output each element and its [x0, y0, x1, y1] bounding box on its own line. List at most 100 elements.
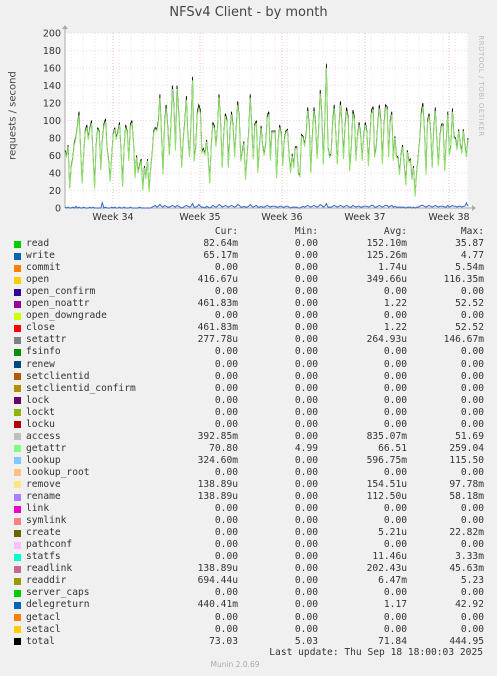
legend-cur: 324.60m — [197, 454, 238, 466]
legend-row: remove 138.89u 0.00 154.51u 97.78m — [12, 479, 492, 491]
legend-name: symlink — [26, 515, 67, 527]
legend-min: 0.00 — [294, 250, 318, 262]
legend-row: setattr 277.78u 0.00 264.93u 146.67m — [12, 334, 492, 346]
legend-min: 0.00 — [294, 334, 318, 346]
legend-row: locku 0.00 0.00 0.00 0.00 — [12, 419, 492, 431]
legend-name: setacl — [26, 623, 61, 635]
legend-swatch — [14, 626, 21, 634]
legend-row: lock 0.00 0.00 0.00 0.00 — [12, 395, 492, 407]
x-tick-label: Week 35 — [179, 212, 220, 222]
legend-row: lookup 324.60m 0.00 596.75m 115.50 — [12, 455, 492, 467]
legend-name: create — [26, 527, 61, 539]
legend-cur: 138.89u — [197, 478, 238, 490]
legend-min: 0.00 — [294, 358, 318, 370]
legend-name: setclientid — [26, 370, 90, 382]
legend-swatch — [14, 517, 21, 525]
legend-swatch — [14, 481, 21, 489]
legend-cur: 0.00 — [214, 539, 238, 551]
legend-name: delegreturn — [26, 599, 90, 611]
last-update: Last update: Thu Sep 18 18:00:03 2025 — [269, 647, 483, 658]
legend-avg: 152.10m — [366, 238, 407, 250]
legend-row: open 416.67u 0.00 349.66u 116.35m — [12, 274, 492, 286]
legend-swatch — [14, 288, 21, 296]
legend-swatch — [14, 589, 21, 597]
legend-cur: 138.89u — [197, 563, 238, 575]
legend-min: 0.00 — [294, 515, 318, 527]
legend-name: access — [26, 430, 61, 442]
legend-avg: 0.00 — [383, 394, 407, 406]
legend-name: open_noattr — [26, 298, 90, 310]
legend-avg: 0.00 — [383, 539, 407, 551]
legend-max: 0.00 — [460, 346, 484, 358]
legend-max: 259.04 — [449, 442, 484, 454]
legend-name: commit — [26, 262, 61, 274]
legend-name: link — [26, 503, 50, 515]
legend-min: 0.00 — [294, 274, 318, 286]
legend-cur: 0.00 — [214, 406, 238, 418]
legend-min: 0.00 — [294, 527, 318, 539]
legend-row: getacl 0.00 0.00 0.00 0.00 — [12, 612, 492, 624]
legend-row: fsinfo 0.00 0.00 0.00 0.00 — [12, 346, 492, 358]
legend-header-avg: Avg: — [383, 226, 407, 237]
legend-min: 0.00 — [294, 310, 318, 322]
legend-row: open_noattr 461.83m 0.00 1.22 52.52 — [12, 298, 492, 310]
legend-row: total 73.03 5.03 71.84 444.95 — [12, 636, 492, 648]
legend-row: setclientid 0.00 0.00 0.00 0.00 — [12, 371, 492, 383]
legend-max: 3.33m — [455, 551, 484, 563]
legend-avg: 349.66u — [366, 274, 407, 286]
legend-max: 97.78m — [449, 478, 484, 490]
legend-min: 0.00 — [294, 238, 318, 250]
legend-name: setclientid_confirm — [26, 382, 136, 394]
legend-name: locku — [26, 418, 55, 430]
legend-swatch — [14, 505, 21, 513]
legend-avg: 0.00 — [383, 286, 407, 298]
legend-avg: 1.74u — [378, 262, 407, 274]
legend-max: 0.00 — [460, 418, 484, 430]
legend-max: 5.23 — [460, 575, 484, 587]
legend-swatch — [14, 541, 21, 549]
legend-cur: 0.00 — [214, 587, 238, 599]
legend-name: open_downgrade — [26, 310, 107, 322]
legend-swatch — [14, 421, 21, 429]
legend-cur: 440.41m — [197, 599, 238, 611]
legend-name: pathconf — [26, 539, 73, 551]
legend-avg: 0.00 — [383, 358, 407, 370]
legend-header-min: Min: — [294, 226, 318, 237]
legend-avg: 154.51u — [366, 478, 407, 490]
legend-swatch — [14, 264, 21, 272]
legend-avg: 0.00 — [383, 611, 407, 623]
legend-cur: 0.00 — [214, 346, 238, 358]
legend-avg: 71.84 — [378, 635, 407, 647]
legend-row: read 82.64m 0.00 152.10m 35.87 — [12, 238, 492, 250]
legend-row: create 0.00 0.00 5.21u 22.82m — [12, 527, 492, 539]
legend-swatch — [14, 300, 21, 308]
legend-avg: 202.43u — [366, 563, 407, 575]
legend-swatch — [14, 577, 21, 585]
legend-name: lookup_root — [26, 466, 90, 478]
legend-max: 35.87 — [455, 238, 484, 250]
y-axis-arrow-icon — [62, 25, 68, 29]
legend-cur: 277.78u — [197, 334, 238, 346]
legend-min: 0.00 — [294, 551, 318, 563]
legend-row: readdir 694.44u 0.00 6.47m 5.23 — [12, 575, 492, 587]
legend-row: open_downgrade 0.00 0.00 0.00 0.00 — [12, 310, 492, 322]
legend-cur: 416.67u — [197, 274, 238, 286]
legend-max: 0.00 — [460, 406, 484, 418]
legend-max: 444.95 — [449, 635, 484, 647]
legend-rows: read 82.64m 0.00 152.10m 35.87 write 65.17m 0.0… — [12, 238, 492, 648]
legend-min: 0.00 — [294, 623, 318, 635]
legend-swatch — [14, 614, 21, 621]
chart-title: NFSv4 Client - by month — [169, 5, 328, 20]
legend-max: 52.52 — [455, 322, 484, 334]
legend-max: 52.52 — [455, 298, 484, 310]
legend-table: Cur: Min: Avg: Max: read 82.64m 0.00 152.10… — [12, 226, 492, 648]
legend-max: 0.00 — [460, 539, 484, 551]
legend-swatch — [14, 324, 21, 332]
legend-name: remove — [26, 478, 61, 490]
legend-row: setclientid_confirm 0.00 0.00 0.00 0.00 — [12, 383, 492, 395]
legend-min: 0.00 — [294, 503, 318, 515]
legend-cur: 0.00 — [214, 623, 238, 635]
legend-name: rename — [26, 491, 61, 503]
legend-swatch — [14, 553, 21, 561]
legend-name: getattr — [26, 442, 67, 454]
